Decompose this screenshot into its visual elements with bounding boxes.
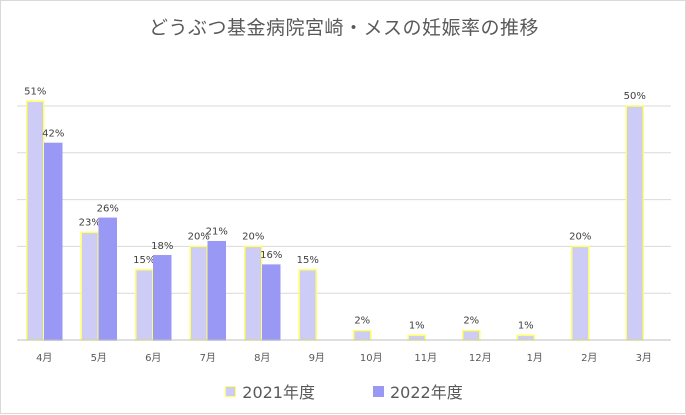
data-label-2022年度-5月: 26% [97, 203, 119, 214]
x-tick-label-8月: 8月 [254, 352, 270, 364]
bar-2021年度-2月 [571, 245, 590, 341]
bar-2022年度-5月 [98, 217, 117, 341]
legend-label-2021: 2021年度 [242, 383, 315, 402]
bar-2021年度-10月 [353, 329, 372, 341]
x-tick-label-3月: 3月 [636, 352, 652, 364]
data-label-2021年度-8月: 20% [242, 231, 264, 242]
bar-2021年度-6月 [135, 269, 154, 341]
data-label-2021年度-1月: 1% [518, 320, 534, 331]
x-tick-label-12月: 12月 [469, 352, 492, 364]
data-label-2021年度-7月: 20% [188, 231, 210, 242]
bar-2021年度-12月 [462, 329, 481, 341]
bar-2021年度-7月 [189, 245, 208, 341]
data-label-2021年度-10月: 2% [354, 316, 370, 327]
data-label-2021年度-5月: 23% [79, 217, 101, 228]
x-tick-label-1月: 1月 [527, 352, 543, 364]
data-label-2021年度-11月: 1% [409, 320, 425, 331]
data-label-2022年度-4月: 42% [42, 128, 64, 139]
legend-label-2022: 2022年度 [390, 383, 463, 402]
data-label-2021年度-9月: 15% [297, 255, 319, 266]
bar-2021年度-9月 [298, 269, 317, 341]
data-label-2022年度-8月: 16% [260, 250, 282, 261]
legend-swatch-2021 [225, 385, 237, 397]
x-tick-label-10月: 10月 [360, 352, 383, 364]
x-tick-label-7月: 7月 [200, 352, 216, 364]
x-tick-label-9月: 9月 [309, 352, 325, 364]
bar-2022年度-4月 [44, 142, 63, 341]
data-label-2021年度-2月: 20% [569, 231, 591, 242]
data-label-2021年度-4月: 51% [24, 86, 46, 97]
data-label-2021年度-12月: 2% [463, 316, 479, 327]
x-tick-label-4月: 4月 [36, 352, 52, 364]
bar-2022年度-8月 [262, 264, 281, 341]
x-tick-label-2月: 2月 [581, 352, 597, 364]
x-tick-label-6月: 6月 [145, 352, 161, 364]
bar-2022年度-6月 [153, 255, 172, 341]
data-label-2021年度-6月: 15% [133, 255, 155, 266]
x-tick-label-11月: 11月 [414, 352, 437, 364]
bar-2021年度-11月 [407, 334, 426, 341]
bar-2022年度-7月 [207, 240, 226, 341]
bar-2021年度-3月 [625, 105, 644, 341]
bar-2021年度-1月 [516, 334, 535, 341]
data-label-2022年度-7月: 21% [206, 227, 228, 238]
x-tick-label-5月: 5月 [91, 352, 107, 364]
legend-swatch-2022 [373, 385, 384, 397]
data-label-2022年度-6月: 18% [151, 241, 173, 252]
data-label-2021年度-3月: 50% [624, 91, 646, 102]
legend-item-2022: 2022年度 [373, 379, 463, 403]
legend-item-2021: 2021年度 [225, 379, 315, 403]
chart-title: どうぶつ基金病院宮崎・メスの妊娠率の推移 [148, 17, 539, 39]
bar-2021年度-5月 [80, 231, 99, 341]
legend: 2021年度 2022年度 [1, 379, 686, 403]
